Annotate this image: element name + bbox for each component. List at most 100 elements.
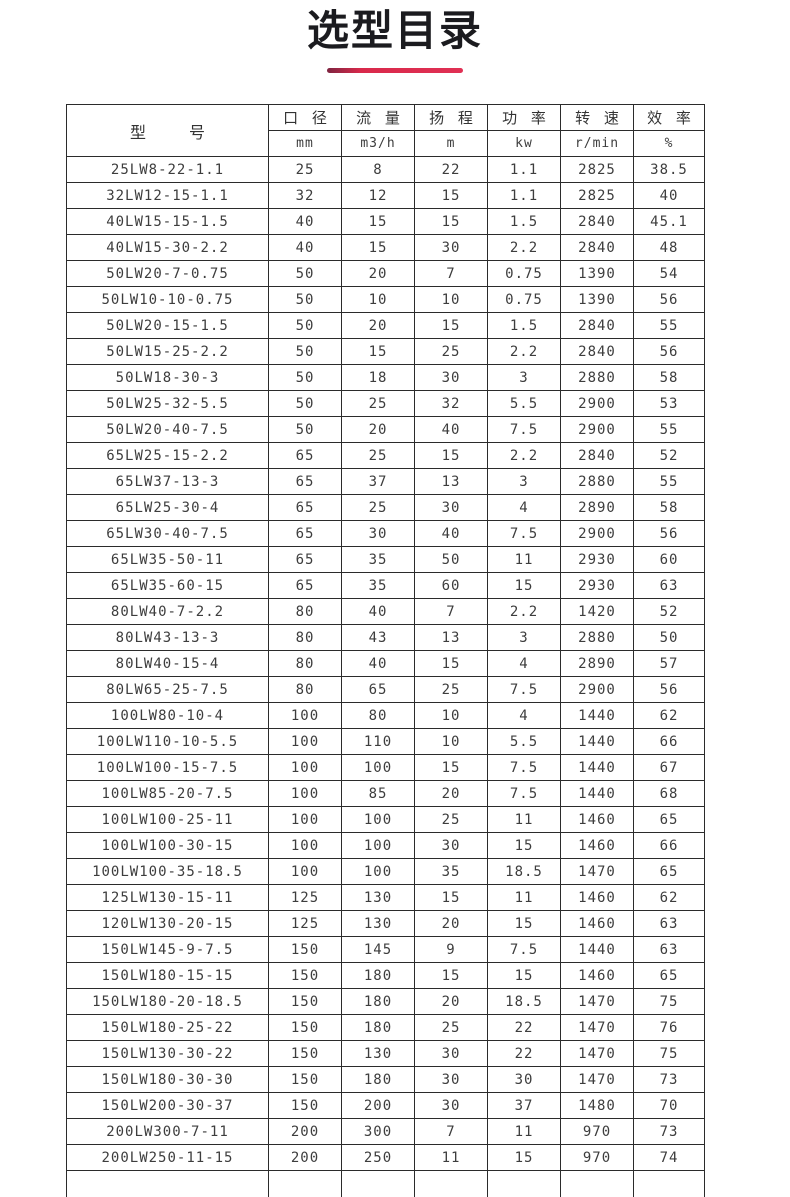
value-cell: 56: [634, 677, 705, 703]
value-cell: 65: [269, 521, 342, 547]
value-cell: 2900: [561, 521, 634, 547]
model-cell: 150LW180-20-18.5: [67, 989, 269, 1015]
model-cell: 50LW25-32-5.5: [67, 391, 269, 417]
value-cell: 55: [634, 313, 705, 339]
value-cell: 30: [415, 495, 488, 521]
value-cell: 25: [415, 807, 488, 833]
model-cell: 150LW180-30-30: [67, 1067, 269, 1093]
value-cell: 25: [342, 443, 415, 469]
efficiency-column-header: 效 率: [634, 105, 705, 131]
value-cell: 65: [269, 469, 342, 495]
value-cell: 1460: [561, 807, 634, 833]
value-cell: 66: [634, 729, 705, 755]
value-cell: 15: [342, 235, 415, 261]
model-cell: 200LW300-7-11: [67, 1119, 269, 1145]
table-header: 型 号 口 径 流 量 扬 程 功 率 转 速 效 率 mm m3/h m kw…: [67, 105, 705, 157]
value-cell: 200: [269, 1119, 342, 1145]
value-cell: 10: [415, 703, 488, 729]
value-cell: 1470: [561, 1015, 634, 1041]
value-cell: 25: [342, 391, 415, 417]
value-cell: 250: [342, 1145, 415, 1171]
value-cell: 11: [415, 1145, 488, 1171]
value-cell: 150: [269, 1041, 342, 1067]
model-cell: 150LW130-30-22: [67, 1041, 269, 1067]
cutoff-cell: [561, 1171, 634, 1197]
power-column-header: 功 率: [488, 105, 561, 131]
value-cell: 25: [415, 339, 488, 365]
value-cell: 1440: [561, 703, 634, 729]
value-cell: 2890: [561, 495, 634, 521]
value-cell: 50: [269, 365, 342, 391]
value-cell: 150: [269, 989, 342, 1015]
cutoff-cell: [488, 1171, 561, 1197]
value-cell: 60: [634, 547, 705, 573]
value-cell: 9: [415, 937, 488, 963]
cutoff-cell: [342, 1171, 415, 1197]
value-cell: 11: [488, 885, 561, 911]
value-cell: 15: [415, 183, 488, 209]
model-cell: 100LW100-15-7.5: [67, 755, 269, 781]
value-cell: 2840: [561, 339, 634, 365]
value-cell: 20: [415, 989, 488, 1015]
value-cell: 1460: [561, 963, 634, 989]
value-cell: 73: [634, 1119, 705, 1145]
head-unit: m: [415, 131, 488, 157]
value-cell: 300: [342, 1119, 415, 1145]
value-cell: 30: [342, 521, 415, 547]
cutoff-cell: [67, 1171, 269, 1197]
model-cell: 100LW100-35-18.5: [67, 859, 269, 885]
value-cell: 11: [488, 1119, 561, 1145]
value-cell: 4: [488, 651, 561, 677]
value-cell: 7.5: [488, 781, 561, 807]
value-cell: 32: [269, 183, 342, 209]
value-cell: 180: [342, 1067, 415, 1093]
value-cell: 18.5: [488, 989, 561, 1015]
value-cell: 50: [269, 339, 342, 365]
page-title: 选型目录: [0, 0, 790, 54]
value-cell: 130: [342, 885, 415, 911]
value-cell: 180: [342, 989, 415, 1015]
header-row-labels: 型 号 口 径 流 量 扬 程 功 率 转 速 效 率: [67, 105, 705, 131]
value-cell: 110: [342, 729, 415, 755]
value-cell: 30: [415, 1093, 488, 1119]
value-cell: 2.2: [488, 339, 561, 365]
value-cell: 10: [415, 287, 488, 313]
value-cell: 30: [415, 235, 488, 261]
value-cell: 100: [269, 729, 342, 755]
value-cell: 2930: [561, 573, 634, 599]
model-cell: 50LW20-7-0.75: [67, 261, 269, 287]
value-cell: 63: [634, 911, 705, 937]
value-cell: 1.5: [488, 209, 561, 235]
value-cell: 55: [634, 417, 705, 443]
cutoff-cell: [269, 1171, 342, 1197]
value-cell: 50: [269, 287, 342, 313]
value-cell: 15: [415, 313, 488, 339]
speed-column-header: 转 速: [561, 105, 634, 131]
value-cell: 2.2: [488, 443, 561, 469]
model-cell: 80LW40-15-4: [67, 651, 269, 677]
value-cell: 80: [269, 651, 342, 677]
value-cell: 1440: [561, 729, 634, 755]
value-cell: 65: [634, 963, 705, 989]
value-cell: 25: [415, 1015, 488, 1041]
value-cell: 50: [269, 261, 342, 287]
value-cell: 2840: [561, 235, 634, 261]
value-cell: 40: [415, 521, 488, 547]
value-cell: 62: [634, 885, 705, 911]
value-cell: 80: [269, 677, 342, 703]
value-cell: 40: [269, 209, 342, 235]
speed-unit: r/min: [561, 131, 634, 157]
value-cell: 125: [269, 885, 342, 911]
value-cell: 2840: [561, 443, 634, 469]
